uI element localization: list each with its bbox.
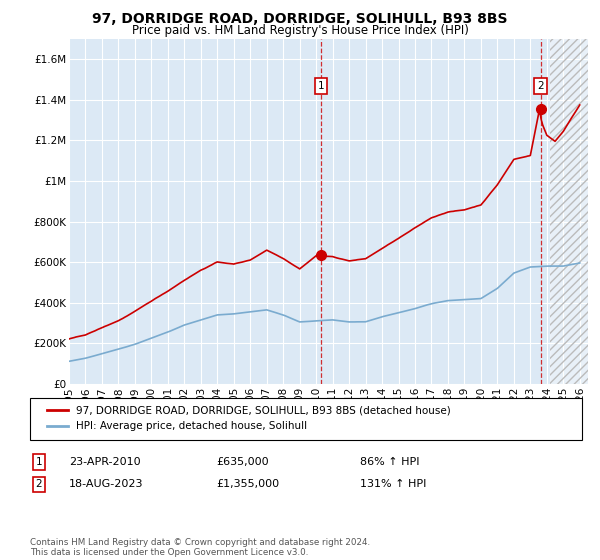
Legend: 97, DORRIDGE ROAD, DORRIDGE, SOLIHULL, B93 8BS (detached house), HPI: Average pr: 97, DORRIDGE ROAD, DORRIDGE, SOLIHULL, B… [41,400,457,437]
FancyBboxPatch shape [30,398,582,440]
Text: 2: 2 [35,479,43,489]
Text: 97, DORRIDGE ROAD, DORRIDGE, SOLIHULL, B93 8BS: 97, DORRIDGE ROAD, DORRIDGE, SOLIHULL, B… [92,12,508,26]
Text: 131% ↑ HPI: 131% ↑ HPI [360,479,427,489]
Text: Contains HM Land Registry data © Crown copyright and database right 2024.
This d: Contains HM Land Registry data © Crown c… [30,538,370,557]
Text: Price paid vs. HM Land Registry's House Price Index (HPI): Price paid vs. HM Land Registry's House … [131,24,469,37]
Text: £1,355,000: £1,355,000 [216,479,279,489]
Text: 23-APR-2010: 23-APR-2010 [69,457,140,467]
Bar [550,39,588,384]
Text: £635,000: £635,000 [216,457,269,467]
Bar [550,39,588,384]
Text: 86% ↑ HPI: 86% ↑ HPI [360,457,419,467]
Text: 1: 1 [318,81,325,91]
Text: 1: 1 [35,457,43,467]
Text: 2: 2 [538,81,544,91]
Text: 18-AUG-2023: 18-AUG-2023 [69,479,143,489]
